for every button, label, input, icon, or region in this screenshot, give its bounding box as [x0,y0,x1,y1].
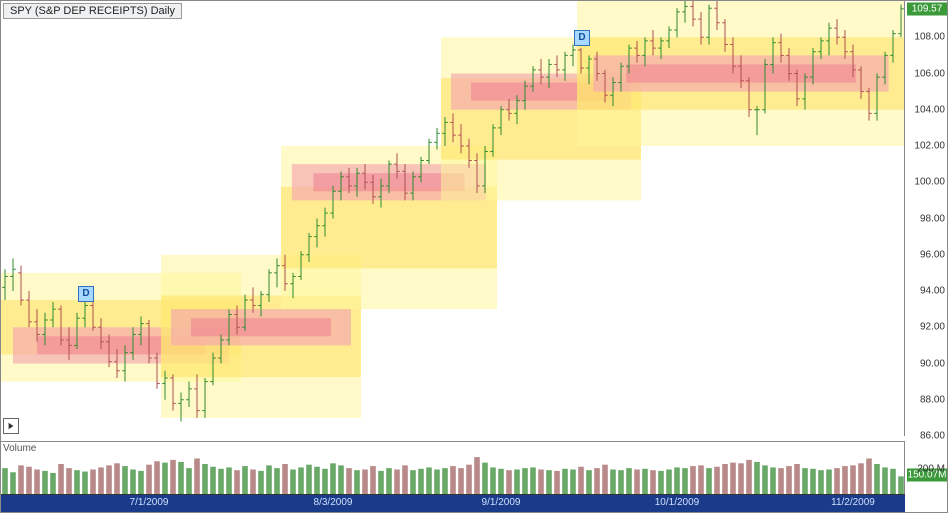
price-tick: 106.00 [914,68,945,79]
price-tick: 100.00 [914,177,945,188]
play-button[interactable] [3,418,19,434]
price-tick: 86.00 [920,431,945,442]
last-price-flag: 109.57 [907,2,947,15]
volume-tick: 200.M [917,463,945,474]
date-tick: 11/2/2009 [831,497,875,508]
chart-title: SPY (S&P DEP RECEIPTS) Daily [3,3,182,19]
price-tick: 96.00 [920,249,945,260]
play-icon [7,422,15,430]
price-y-axis: 109.57 86.0088.0090.0092.0094.0096.0098.… [904,1,947,436]
volume-y-axis: 150.07M 200.M [904,441,947,496]
date-tick: 8/3/2009 [314,497,353,508]
price-tick: 92.00 [920,322,945,333]
price-tick: 90.00 [920,358,945,369]
candlestick-layer [1,1,905,436]
price-tick: 104.00 [914,104,945,115]
price-tick: 102.00 [914,141,945,152]
price-tick: 94.00 [920,286,945,297]
volume-pane[interactable]: Volume [1,441,905,497]
dividend-marker[interactable]: D [78,286,94,302]
chart-container: SPY (S&P DEP RECEIPTS) Daily DD 109.57 8… [0,0,948,513]
dividend-marker[interactable]: D [574,30,590,46]
volume-bars-layer [1,442,905,497]
date-tick: 7/1/2009 [130,497,169,508]
time-x-axis: 7/1/2009 8/3/2009 9/1/2009 10/1/2009 11/2/20… [1,494,905,512]
date-tick: 10/1/2009 [655,497,700,508]
date-tick: 9/1/2009 [482,497,521,508]
price-tick: 88.00 [920,394,945,405]
price-tick: 98.00 [920,213,945,224]
price-tick: 108.00 [914,32,945,43]
price-pane[interactable]: DD [1,1,905,436]
